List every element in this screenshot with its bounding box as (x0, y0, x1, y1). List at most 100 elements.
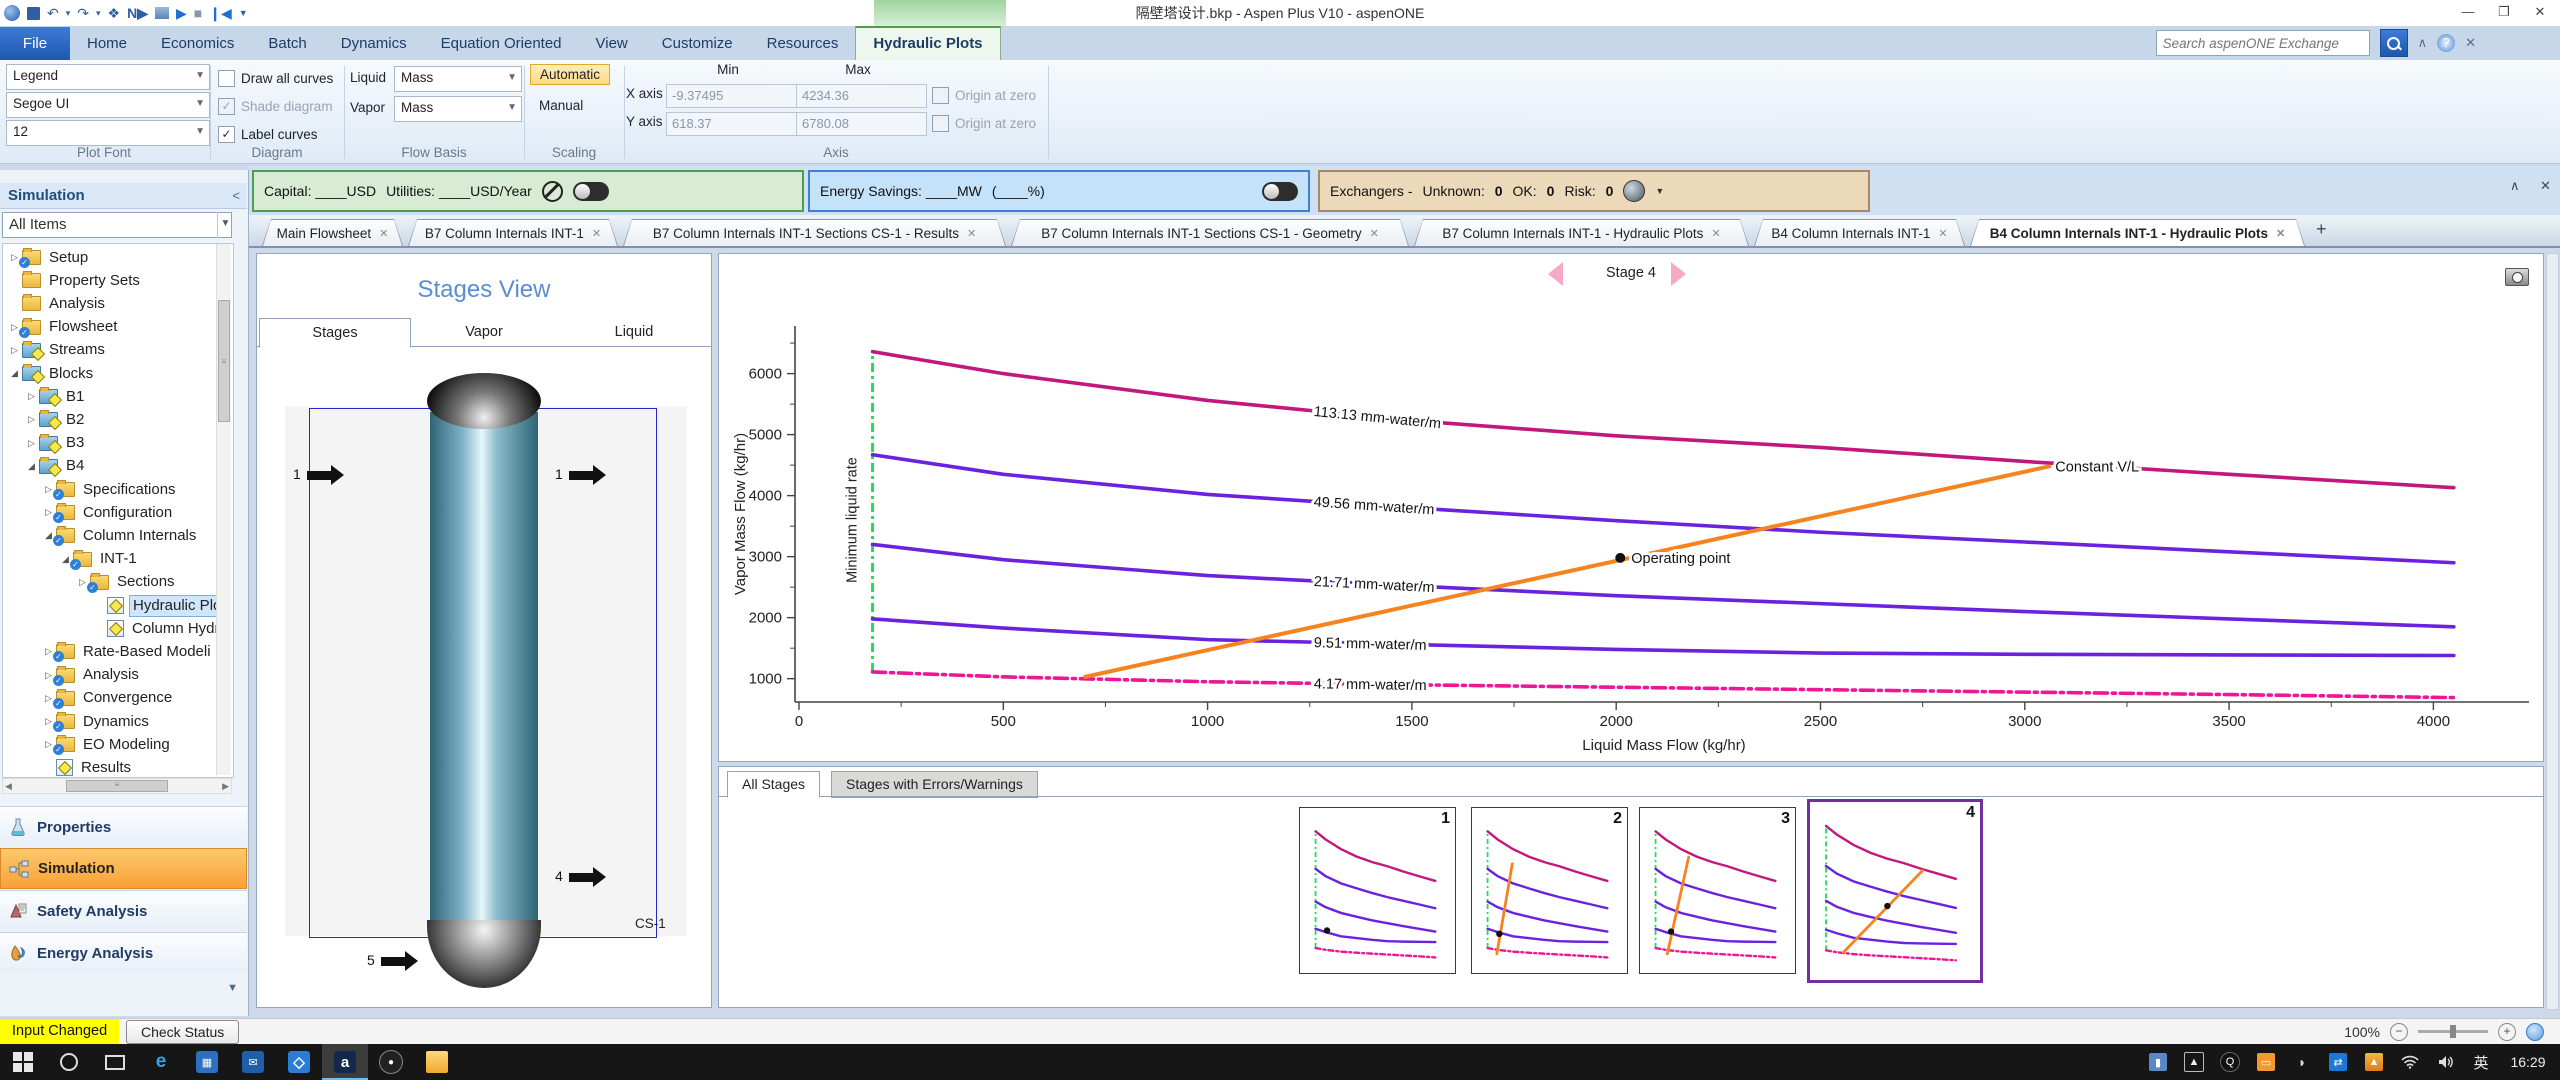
run-icon[interactable]: ▶ (175, 5, 187, 21)
ribbon-tab-equation-oriented[interactable]: Equation Oriented (440, 35, 562, 52)
aspen-plus-icon[interactable]: a (322, 1044, 368, 1080)
control-panel-icon[interactable] (154, 7, 169, 19)
previous-stage-icon[interactable] (1548, 262, 1563, 286)
expander-closed-icon[interactable]: ▷ (45, 646, 52, 657)
expander-closed-icon[interactable]: ▷ (11, 252, 18, 262)
expander-closed-icon[interactable]: ▷ (79, 576, 86, 587)
save-icon[interactable] (27, 6, 40, 20)
zoom-slider[interactable] (2418, 1025, 2488, 1038)
stage-thumbnail-1[interactable]: 1 (1299, 807, 1456, 974)
speaker-app-icon[interactable]: ◗ (2297, 1054, 2307, 1070)
qat-customize-icon[interactable]: ▼ (238, 8, 248, 18)
tab-stages[interactable]: Stages (259, 318, 411, 348)
vapor-basis-dropdown[interactable]: Mass ▼ (394, 96, 522, 122)
redo-icon[interactable]: ↷ (77, 5, 89, 21)
scroll-right-icon[interactable]: ▶ (222, 780, 229, 791)
ime-indicator[interactable]: 英 (2473, 1054, 2489, 1072)
stage-thumbnail-2[interactable]: 2 (1471, 807, 1628, 974)
camera-icon[interactable] (2505, 268, 2529, 286)
tab-all-stages[interactable]: All Stages (727, 771, 821, 798)
expander-closed-icon[interactable]: ▷ (45, 692, 52, 703)
tree-item-hydraulic-plo[interactable]: Hydraulic Plo (92, 594, 226, 617)
run-next-icon[interactable]: N▶ (127, 5, 148, 21)
liquid-basis-dropdown[interactable]: Mass ▼ (394, 66, 522, 92)
tree-item-flowsheet[interactable]: ▷ Flowsheet (7, 316, 120, 339)
tree-item-streams[interactable]: ▷ Streams (7, 339, 108, 362)
plot-font-size-dropdown[interactable]: 12 ▼ (6, 120, 210, 146)
media-app-icon[interactable]: ● (368, 1044, 414, 1080)
tree-item-configuration[interactable]: ▷ Configuration (41, 501, 175, 524)
tree-item-rate-based-modeli[interactable]: ▷ Rate-Based Modeli (41, 640, 214, 663)
document-tab[interactable]: B7 Column Internals INT-1 ✕ (408, 219, 618, 246)
ribbon-tab-home[interactable]: Home (87, 35, 128, 52)
document-tab[interactable]: B7 Column Internals INT-1 Sections CS-1 … (1011, 219, 1409, 246)
teamviewer-icon[interactable]: ⇄ (2320, 1044, 2356, 1080)
help-icon[interactable]: ? (2437, 34, 2456, 52)
expander-open-icon[interactable]: ◢ (28, 460, 35, 471)
volume-icon[interactable] (2428, 1044, 2464, 1080)
exchangers-icon[interactable] (1623, 180, 1646, 202)
expander-open-icon[interactable]: ◢ (11, 368, 18, 378)
tree-item-setup[interactable]: ▷ Setup (7, 246, 91, 269)
more-panes-icon[interactable]: ▼ (227, 982, 238, 994)
label-curves-checkbox[interactable]: ✓ (218, 125, 235, 143)
document-tab[interactable]: Main Flowsheet ✕ (262, 219, 403, 246)
tree-item-property-sets[interactable]: Property Sets (7, 269, 143, 292)
stage-thumbnail-3[interactable]: 3 (1639, 807, 1796, 974)
app-window-icon[interactable]: ▭ (2248, 1044, 2284, 1080)
expander-closed-icon[interactable]: ▷ (11, 321, 18, 332)
search-input[interactable] (2155, 30, 2370, 56)
tab-liquid[interactable]: Liquid (614, 324, 654, 340)
draw-all-curves-checkbox[interactable] (218, 69, 235, 87)
expander-closed-icon[interactable]: ▷ (45, 739, 52, 750)
shade-diagram-checkbox[interactable]: ✓ (218, 97, 235, 115)
task-view-icon[interactable] (92, 1044, 138, 1080)
wifi-icon[interactable] (2392, 1044, 2428, 1080)
pane-button-simulation[interactable]: Simulation (0, 848, 247, 889)
expander-closed-icon[interactable]: ▷ (45, 507, 52, 518)
scaling-automatic-button[interactable]: Automatic (530, 64, 611, 85)
tree-item-eo-modeling[interactable]: ▷ EO Modeling (41, 733, 173, 756)
usb-icon[interactable]: ▮ (2140, 1044, 2176, 1080)
close-tab-icon[interactable]: ✕ (1369, 227, 1379, 240)
expander-closed-icon[interactable]: ▷ (45, 484, 52, 494)
expander-open-icon[interactable]: ◢ (62, 553, 69, 564)
tree-item-analysis[interactable]: Analysis (7, 292, 108, 315)
ribbon-tab-batch[interactable]: Batch (268, 35, 307, 52)
tree-item-sections[interactable]: ▷ Sections (75, 571, 178, 594)
ribbon-tab-hydraulic-plots[interactable]: Hydraulic Plots (855, 26, 1001, 62)
ribbon-tab-resources[interactable]: Resources (766, 35, 839, 52)
tree-scrollbar-thumb[interactable]: ≡ (218, 300, 230, 422)
y-max-field[interactable]: 6780.08 (796, 112, 927, 136)
zoom-out-icon[interactable]: − (2390, 1022, 2408, 1041)
economics-toggle[interactable] (572, 181, 609, 201)
x-origin-checkbox[interactable] (932, 86, 949, 104)
tree-item-b4[interactable]: ◢ B4 (24, 455, 87, 478)
tree-item-int-1[interactable]: ◢ INT-1 (58, 548, 140, 571)
tree-item-b2[interactable]: ▷ B2 (24, 408, 87, 431)
document-tab[interactable]: B4 Column Internals INT-1 - Hydraulic Pl… (1970, 219, 2305, 246)
tree-item-blocks[interactable]: ◢ Blocks (7, 362, 96, 385)
ribbon-tab-view[interactable]: View (595, 35, 628, 52)
econ-collapse-icon[interactable]: ∧ (2510, 178, 2520, 193)
expander-closed-icon[interactable]: ▷ (45, 669, 52, 680)
close-tab-icon[interactable]: ✕ (1938, 227, 1948, 240)
x-min-field[interactable]: -9.37495 (666, 84, 797, 108)
tree-item-results[interactable]: Results (41, 756, 134, 777)
undo-dropdown-icon[interactable]: ▾ (65, 8, 71, 18)
check-status-button[interactable]: Check Status (126, 1020, 240, 1044)
shield-icon[interactable]: ▲ (2356, 1044, 2392, 1080)
column-body[interactable] (430, 412, 538, 942)
undo-icon[interactable]: ↶ (47, 5, 59, 21)
globe-icon[interactable] (2526, 1022, 2544, 1041)
zoom-in-icon[interactable]: + (2498, 1022, 2516, 1041)
tree-item-column-hydr[interactable]: Column Hydr (92, 617, 223, 640)
filter-dropdown-icon[interactable]: ▼ (217, 212, 233, 238)
plot-font-dropdown[interactable]: Segoe UI ▼ (6, 92, 210, 118)
tree-item-convergence[interactable]: ▷ Convergence (41, 687, 175, 710)
x-max-field[interactable]: 4234.36 (796, 84, 927, 108)
collapse-pane-icon[interactable]: < (232, 188, 240, 203)
econ-close-icon[interactable]: ✕ (2540, 178, 2551, 193)
tree-item-analysis[interactable]: ▷ Analysis (41, 664, 142, 687)
usb-eject-icon[interactable]: ▲ (2176, 1044, 2212, 1080)
